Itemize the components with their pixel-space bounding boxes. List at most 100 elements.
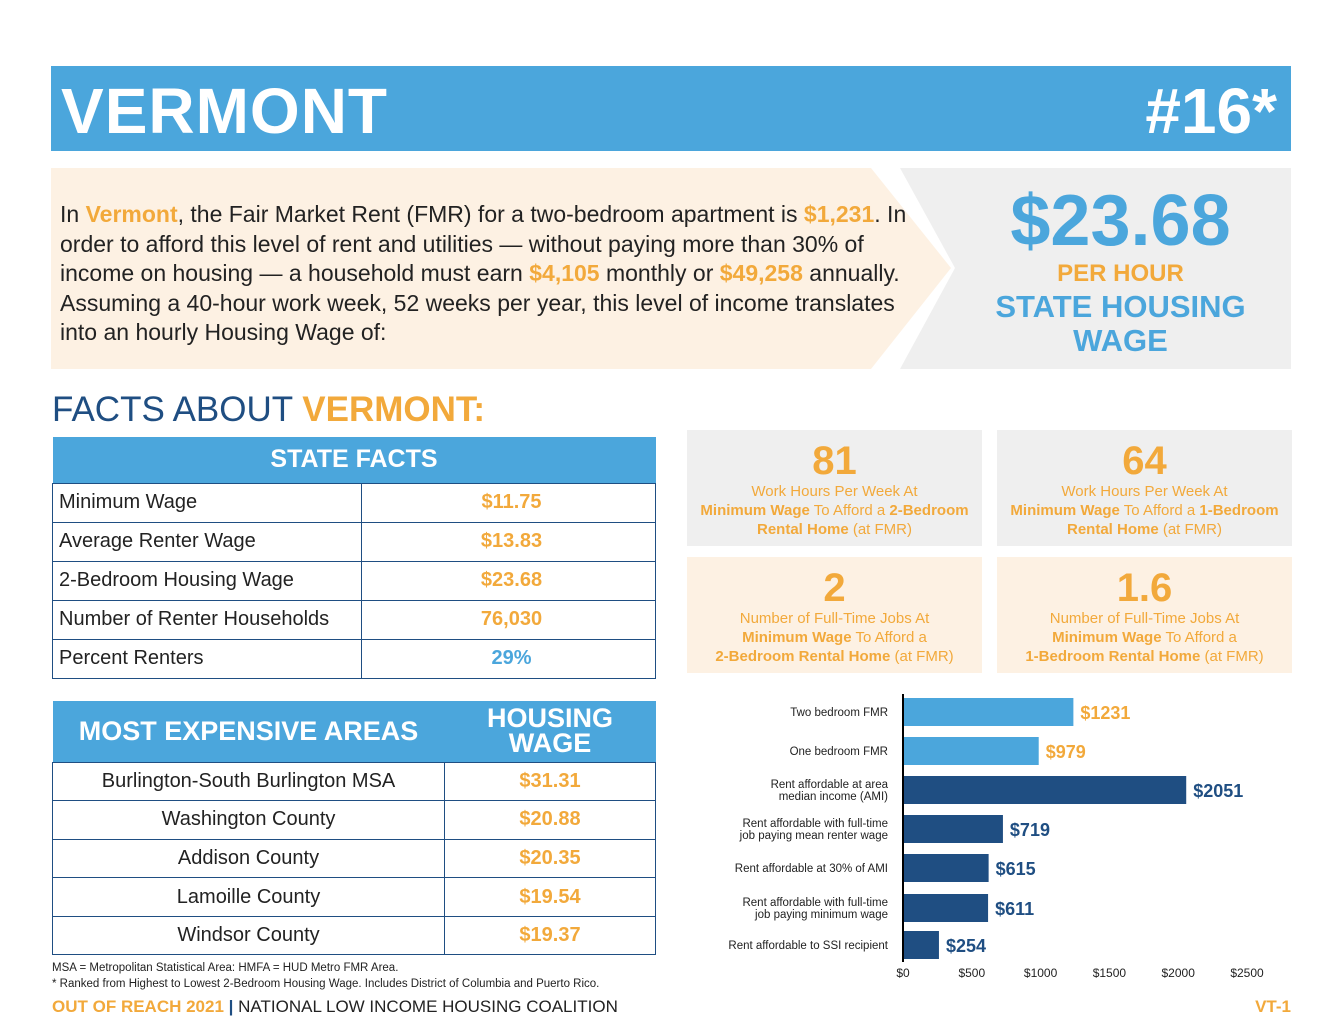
- stat-card: 81 Work Hours Per Week At Minimum Wage To…: [687, 430, 982, 546]
- intro-annual: $49,258: [719, 260, 803, 286]
- footnotes: MSA = Metropolitan Statistical Area: HMF…: [52, 960, 599, 992]
- stat-line: To Afford a: [851, 629, 927, 646]
- fact-label: Number of Renter Households: [52, 599, 362, 640]
- fact-value: $13.83: [361, 521, 656, 562]
- stat-bold: Minimum Wage: [1010, 502, 1120, 519]
- stat-number: 64: [1122, 439, 1167, 483]
- chart-tick-label: $2500: [1230, 966, 1264, 980]
- stat-text: Work Hours Per Week At Minimum Wage To Af…: [687, 482, 982, 539]
- table-row: Washington County $20.88: [52, 800, 656, 840]
- stat-line: To Afford a: [1119, 502, 1200, 519]
- chart-category-label: One bedroom FMR: [790, 746, 888, 758]
- table-row: Number of Renter Households 76,030: [52, 599, 656, 640]
- intro-text: In Vermont, the Fair Market Rent (FMR) f…: [60, 200, 920, 348]
- fact-value: 29%: [361, 638, 656, 679]
- fact-label: Average Renter Wage: [52, 521, 362, 562]
- fact-value: $23.68: [361, 560, 656, 601]
- area-name: Burlington-South Burlington MSA: [52, 761, 445, 802]
- fact-label: Percent Renters: [52, 638, 362, 679]
- intro-state: Vermont: [85, 201, 178, 227]
- table-row: 2-Bedroom Housing Wage $23.68: [52, 560, 656, 601]
- footnote: * Ranked from Highest to Lowest 2-Bedroo…: [52, 978, 600, 990]
- table-row: Minimum Wage $11.75: [52, 482, 656, 523]
- stat-bold: 2-Bedroom Rental Home: [715, 648, 891, 665]
- area-wage: $31.31: [444, 761, 656, 802]
- chart-bar: [904, 698, 1074, 726]
- chart-data-label: $2051: [1193, 781, 1243, 801]
- chart-bar: [904, 815, 1003, 843]
- stat-bold: 2-Bedroom Rental Home: [756, 502, 969, 538]
- stat-number: 2: [823, 566, 846, 610]
- facts-title-prefix: FACTS ABOUT: [52, 390, 303, 429]
- stat-bold: 1-Bedroom Rental Home: [1066, 502, 1279, 538]
- table-row: Addison County $20.35: [52, 838, 656, 879]
- chart-bar: [904, 776, 1187, 804]
- state-facts-header: STATE FACTS: [52, 437, 656, 483]
- rent-chart: $1231 Two bedroom FMR $979 One bedroom FMR $…: [728, 694, 1264, 980]
- area-name: Washington County: [52, 800, 445, 840]
- footnote: MSA = Metropolitan Statistical Area: HMF…: [52, 962, 399, 974]
- table-row: Percent Renters 29%: [52, 638, 656, 679]
- stat-text: Number of Full-Time Jobs At Minimum Wage …: [997, 609, 1292, 666]
- area-name: Windsor County: [52, 915, 445, 956]
- fact-value: 76,030: [361, 599, 656, 640]
- intro-monthly: $4,105: [529, 260, 600, 286]
- housing-wage-panel: $23.68 PER HOUR STATE HOUSING WAGE: [900, 168, 1291, 369]
- area-name: Addison County: [52, 838, 445, 879]
- stat-bold: Minimum Wage: [742, 629, 852, 646]
- chart-category-label: Rent affordable at area: [771, 779, 889, 791]
- chart-data-label: $615: [996, 859, 1036, 879]
- chart-tick-label: $500: [958, 966, 985, 980]
- page-number: VT-1: [1255, 997, 1291, 1016]
- stat-line: Work Hours Per Week At: [1061, 483, 1228, 500]
- state-banner: VERMONT #16*: [51, 66, 1291, 151]
- chart-bar: [904, 854, 989, 882]
- intro-text-part: , the Fair Market Rent (FMR) for a two-b…: [177, 201, 804, 227]
- table-row: Burlington-South Burlington MSA $31.31: [52, 761, 656, 802]
- chart-tick-label: $1500: [1093, 966, 1127, 980]
- stat-card: 2 Number of Full-Time Jobs At Minimum Wag…: [687, 557, 982, 673]
- wage-header: HOUSING WAGE: [444, 701, 656, 762]
- chart-category-label: Rent affordable with full-time: [742, 818, 888, 830]
- stat-line: (at FMR): [1200, 648, 1264, 665]
- stat-line: Number of Full-Time Jobs At: [1049, 610, 1240, 627]
- per-hour-label: PER HOUR: [1057, 260, 1184, 287]
- chart-tick-label: $2000: [1162, 966, 1196, 980]
- chart-bar: [904, 931, 939, 959]
- stat-line: To Afford a: [1161, 629, 1237, 646]
- stat-line: Work Hours Per Week At: [751, 483, 918, 500]
- intro-text-part: . In order to afford this level of rent …: [60, 201, 907, 286]
- chart-category-label: Rent affordable with full-time: [742, 897, 888, 909]
- stat-line: (at FMR): [848, 521, 912, 538]
- chart-bar: [904, 737, 1039, 765]
- intro-text-part: monthly or: [599, 260, 720, 286]
- state-name: VERMONT: [61, 75, 388, 147]
- facts-title-state: VERMONT:: [302, 390, 486, 429]
- intro-text-part: In: [60, 201, 86, 227]
- fact-label: Minimum Wage: [52, 482, 362, 523]
- chart-tick-label: $0: [896, 966, 910, 980]
- chart-data-label: $719: [1010, 820, 1050, 840]
- stat-line: To Afford a: [809, 502, 890, 519]
- intro-panel: In Vermont, the Fair Market Rent (FMR) f…: [51, 168, 951, 369]
- housing-wage-label: STATE HOUSING WAGE: [995, 289, 1246, 358]
- expensive-areas-table: MOST EXPENSIVE AREAS HOUSING WAGE Burling…: [52, 701, 656, 956]
- footer-separator: |: [223, 997, 239, 1016]
- fact-label: 2-Bedroom Housing Wage: [52, 560, 362, 601]
- table-row: Average Renter Wage $13.83: [52, 521, 656, 562]
- housing-wage-value: $23.68: [1010, 181, 1231, 261]
- footer: OUT OF REACH 2021 | NATIONAL LOW INCOME …: [52, 997, 618, 1017]
- area-wage: $20.35: [444, 838, 656, 879]
- chart-data-label: $1231: [1080, 703, 1130, 723]
- intro-fmr: $1,231: [803, 201, 875, 227]
- chart-tick-label: $1000: [1024, 966, 1058, 980]
- chart-category-label: Two bedroom FMR: [790, 707, 888, 719]
- stat-text: Work Hours Per Week At Minimum Wage To Af…: [997, 482, 1292, 539]
- chart-category-label: Rent affordable to SSI recipient: [728, 940, 888, 952]
- stat-line: Number of Full-Time Jobs At: [739, 610, 930, 627]
- stat-bold: 1-Bedroom Rental Home: [1025, 648, 1201, 665]
- org-name: NATIONAL LOW INCOME HOUSING COALITION: [238, 997, 618, 1016]
- state-rank: #16*: [1145, 75, 1277, 147]
- stat-text: Number of Full-Time Jobs At Minimum Wage …: [687, 609, 982, 666]
- area-wage: $19.37: [444, 915, 656, 956]
